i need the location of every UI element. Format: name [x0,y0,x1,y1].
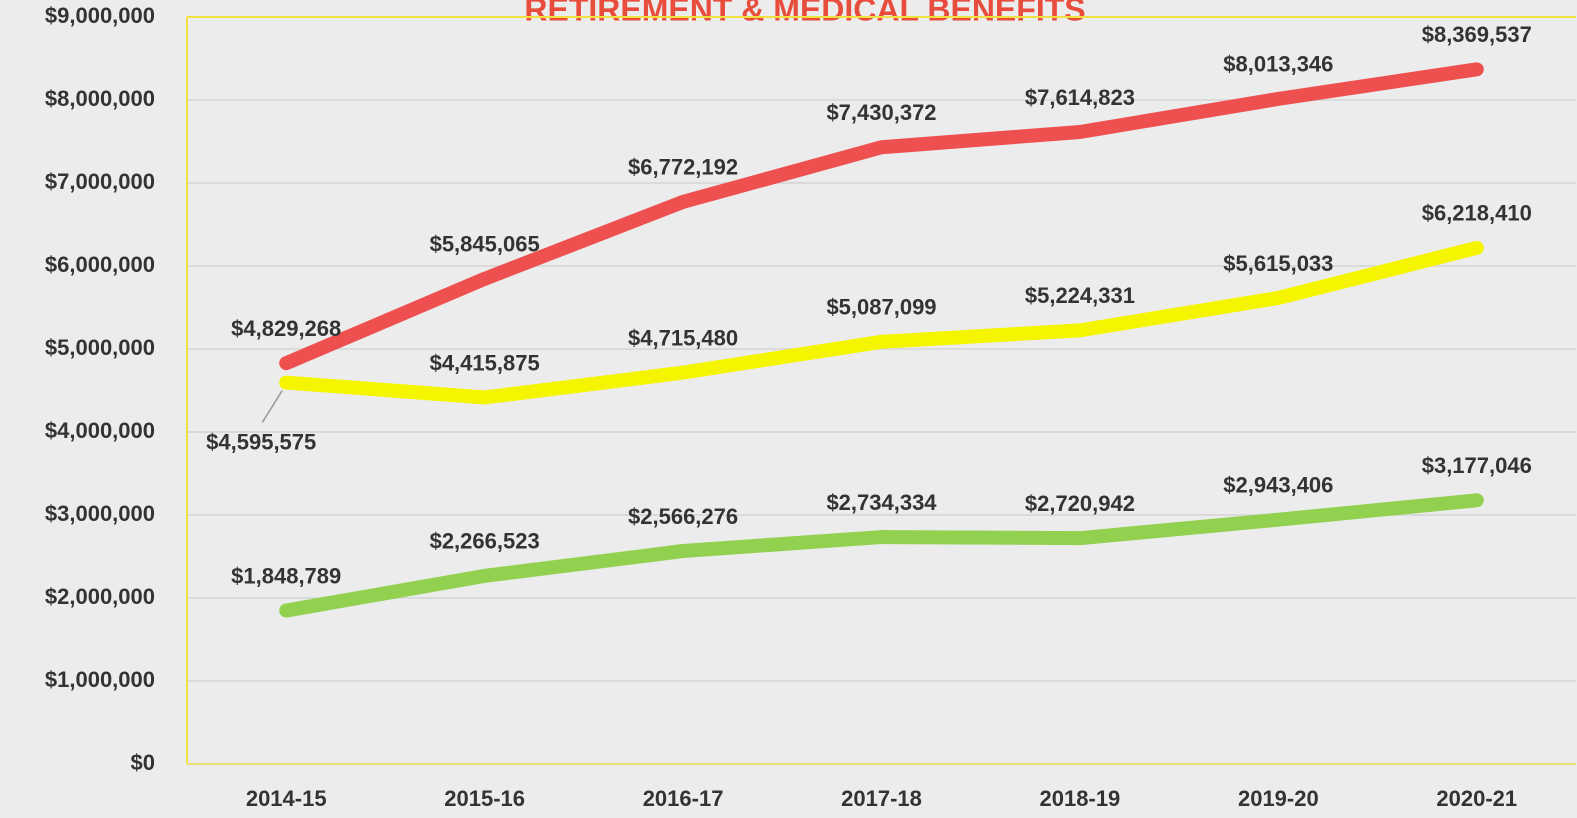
data-label: $5,224,331 [1025,283,1135,308]
data-label: $4,715,480 [628,325,738,350]
data-label: $5,615,033 [1223,251,1333,276]
data-label: $7,614,823 [1025,85,1135,110]
x-tick-label: 2020-21 [1436,786,1517,811]
data-label: $2,943,406 [1223,473,1333,498]
y-tick-label: $6,000,000 [45,252,155,277]
chart-title: RETIREMENT & MEDICAL BENEFITS [524,0,1085,27]
y-tick-label: $0 [131,750,155,775]
x-tick-label: 2014-15 [246,786,327,811]
series-line [279,240,1484,405]
data-label: $8,369,537 [1422,22,1532,47]
data-label: $2,734,334 [826,490,937,515]
y-tick-label: $7,000,000 [45,169,155,194]
series-line [279,493,1484,618]
data-label: $7,430,372 [826,100,936,125]
data-label: $4,415,875 [430,350,540,375]
x-tick-label: 2019-20 [1238,786,1319,811]
y-tick-label: $1,000,000 [45,667,155,692]
data-label: $6,772,192 [628,155,738,180]
x-tick-label: 2018-19 [1040,786,1121,811]
y-tick-label: $5,000,000 [45,335,155,360]
series-line [279,62,1484,371]
x-tick-label: 2017-18 [841,786,922,811]
data-label: $2,566,276 [628,504,738,529]
data-label: $4,829,268 [231,316,341,341]
x-tick-label: 2016-17 [643,786,724,811]
data-label: $2,720,942 [1025,491,1135,516]
data-label: $2,266,523 [430,529,540,554]
leader-line [261,390,283,423]
data-label: $6,218,410 [1422,201,1532,226]
data-label: $3,177,046 [1422,453,1532,478]
data-label: $5,087,099 [826,295,936,320]
data-label: $1,848,789 [231,563,341,588]
data-label: $5,845,065 [430,232,540,257]
y-tick-label: $2,000,000 [45,584,155,609]
data-label: $4,595,575 [206,429,316,454]
y-tick-label: $9,000,000 [45,3,155,28]
x-tick-label: 2015-16 [444,786,525,811]
y-tick-label: $4,000,000 [45,418,155,443]
y-tick-label: $8,000,000 [45,86,155,111]
y-tick-label: $3,000,000 [45,501,155,526]
data-label: $8,013,346 [1223,52,1333,77]
